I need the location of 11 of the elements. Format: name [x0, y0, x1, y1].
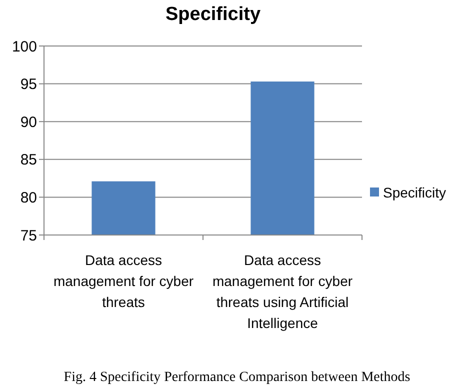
x-tick-label: Data access management for cyber threats using Artificial Intelligence — [212, 252, 353, 331]
caption: Fig. 4 Specificity Performance Comparison between Methods — [64, 370, 410, 385]
y-tick-label: 90 — [20, 114, 37, 131]
y-tick-label: 95 — [20, 76, 37, 94]
y-tick-label: 80 — [20, 189, 37, 206]
y-tick-label: 85 — [20, 152, 37, 169]
x-tick-label: Data access management for cyber threats — [53, 252, 194, 310]
y-tick-label: 75 — [20, 227, 37, 244]
chart-title: Specificity — [165, 4, 261, 25]
y-tick-label: 100 — [12, 38, 37, 56]
legend-label: Specificity — [383, 184, 446, 200]
